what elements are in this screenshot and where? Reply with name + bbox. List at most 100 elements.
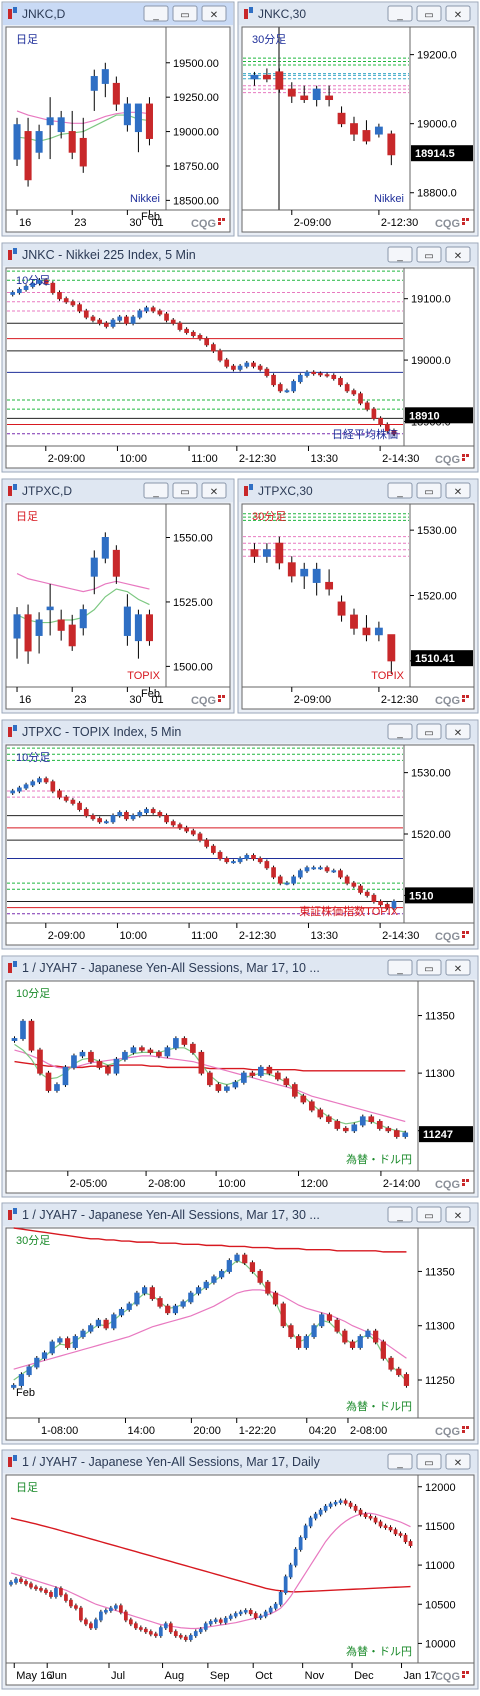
minimize-button[interactable]	[387, 5, 413, 22]
chart-app-icon	[8, 1210, 12, 1220]
minimize-button[interactable]	[387, 1206, 413, 1223]
minimize-button[interactable]	[387, 723, 413, 740]
window-titlebar[interactable]	[3, 1451, 477, 1473]
plot-area[interactable]	[5, 744, 405, 924]
plot-area[interactable]	[5, 267, 405, 447]
month-label: Feb	[16, 1387, 35, 1399]
candle-down	[204, 839, 210, 847]
candle-down	[280, 1303, 286, 1327]
close-button[interactable]	[445, 246, 471, 263]
y-tick-label: 1530.00	[417, 525, 457, 537]
candle-down	[24, 1581, 28, 1585]
candle-down	[181, 1038, 188, 1045]
candle-down	[70, 799, 76, 804]
minimize-button[interactable]	[387, 246, 413, 263]
candle-up	[14, 1578, 18, 1583]
chart-window-w2: JNKC,30 _ ▭ ✕ 19200.0 19000.0 18800.0 18914.5 2-…	[237, 1, 479, 237]
candle-down	[218, 1619, 223, 1623]
close-button[interactable]	[445, 723, 471, 740]
window-titlebar[interactable]	[3, 957, 477, 979]
candle-down	[383, 1525, 388, 1528]
candle-up	[173, 1038, 179, 1049]
candle-down	[343, 1500, 348, 1504]
minimize-button[interactable]	[387, 482, 413, 499]
candle-down	[378, 901, 383, 906]
candle-down	[57, 619, 65, 631]
restore-button[interactable]	[416, 482, 442, 499]
minimize-button[interactable]	[143, 5, 169, 22]
candle-up	[94, 1619, 98, 1629]
cqg-logo-mark	[462, 1430, 465, 1433]
candle-down	[50, 282, 56, 294]
window-titlebar[interactable]	[3, 1204, 477, 1226]
candle-up	[291, 876, 296, 884]
candle-up	[130, 316, 136, 324]
close-button[interactable]	[445, 959, 471, 976]
candle-up	[311, 867, 317, 870]
ma-long-line	[14, 1060, 406, 1072]
close-button[interactable]	[445, 1206, 471, 1223]
minimize-button[interactable]	[387, 959, 413, 976]
plot-area[interactable]	[5, 503, 167, 688]
candle-down	[358, 393, 363, 404]
minimize-icon: _	[152, 10, 159, 21]
close-button[interactable]	[201, 5, 227, 22]
candle-up	[211, 1276, 217, 1283]
close-button[interactable]	[201, 482, 227, 499]
time-axis	[241, 686, 475, 710]
y-tick-label: 11300	[425, 1068, 455, 1080]
restore-button[interactable]	[416, 723, 442, 740]
candle-up	[11, 1384, 17, 1388]
cqg-logo-mark	[466, 1179, 469, 1182]
restore-icon: ▭	[424, 1211, 433, 1222]
cqg-logo-mark	[222, 695, 225, 698]
restore-button[interactable]	[172, 5, 198, 22]
candle-up	[117, 812, 123, 817]
restore-button[interactable]	[416, 1453, 442, 1470]
minimize-button[interactable]	[387, 1453, 413, 1470]
plot-area[interactable]	[5, 1474, 419, 1664]
candle-down	[349, 1341, 356, 1348]
plot-area[interactable]	[5, 1227, 419, 1419]
minimize-button[interactable]	[143, 482, 169, 499]
candle-up	[244, 854, 250, 860]
restore-button[interactable]	[416, 1206, 442, 1223]
candle-up	[46, 606, 54, 611]
candle-up	[374, 126, 383, 135]
candle-up	[11, 1038, 18, 1041]
plot-area[interactable]	[241, 503, 411, 688]
candle-up	[318, 1509, 323, 1515]
restore-button[interactable]	[172, 482, 198, 499]
candle-up	[319, 1314, 325, 1327]
candle-up	[57, 1338, 63, 1343]
ma-long-line	[10, 1517, 411, 1593]
candle-up	[134, 1292, 140, 1305]
cqg-logo-mark	[462, 1183, 465, 1186]
plot-area[interactable]	[5, 26, 167, 211]
restore-button[interactable]	[416, 246, 442, 263]
chart-window-w6: JTPXC - TOPIX Index, 5 Min _ ▭ ✕ 1530.00 1520…	[1, 719, 479, 950]
close-button[interactable]	[445, 482, 471, 499]
x-tick-label: Jun	[49, 1670, 67, 1682]
x-tick-label: 2-09:00	[294, 694, 331, 706]
price-axis	[409, 26, 475, 211]
close-button[interactable]	[445, 5, 471, 22]
candle-down	[337, 601, 346, 616]
window-titlebar[interactable]	[3, 721, 477, 743]
minimize-icon: _	[396, 964, 403, 975]
candle-down	[376, 1120, 383, 1129]
restore-button[interactable]	[416, 5, 442, 22]
x-tick-label: 14:00	[127, 1425, 155, 1437]
close-button[interactable]	[445, 1453, 471, 1470]
last-price-box	[411, 145, 473, 162]
candle-down	[408, 1541, 413, 1547]
x-tick-label: 12:00	[301, 1178, 329, 1190]
candle-down	[145, 103, 153, 139]
candle-up	[137, 812, 143, 817]
candle-down	[64, 1594, 68, 1601]
window-titlebar[interactable]	[3, 244, 477, 266]
plot-area[interactable]	[241, 26, 411, 211]
candle-up	[113, 1058, 120, 1074]
price-axis	[417, 1227, 475, 1419]
restore-button[interactable]	[416, 959, 442, 976]
